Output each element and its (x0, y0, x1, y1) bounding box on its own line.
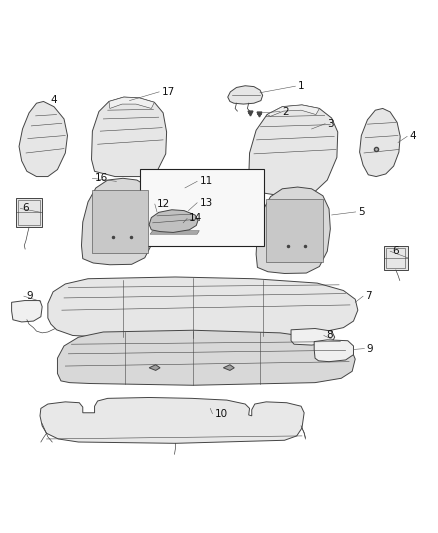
Text: 16: 16 (95, 173, 108, 183)
Polygon shape (267, 105, 319, 116)
Text: 8: 8 (326, 330, 332, 341)
Text: 12: 12 (157, 199, 170, 209)
Polygon shape (57, 330, 355, 385)
Polygon shape (40, 398, 304, 443)
Polygon shape (19, 101, 67, 176)
Text: 4: 4 (51, 95, 57, 104)
Polygon shape (92, 97, 166, 176)
Polygon shape (16, 198, 42, 227)
Polygon shape (109, 97, 154, 108)
Bar (140, 169, 264, 246)
Text: 11: 11 (199, 176, 212, 187)
Polygon shape (314, 340, 353, 362)
Polygon shape (360, 108, 400, 176)
Polygon shape (228, 86, 263, 104)
Polygon shape (256, 187, 330, 273)
Text: 7: 7 (365, 291, 372, 301)
Text: 10: 10 (215, 409, 228, 418)
Polygon shape (149, 365, 160, 370)
Polygon shape (81, 179, 155, 265)
Text: 3: 3 (327, 119, 334, 129)
Text: 14: 14 (189, 214, 202, 223)
Polygon shape (249, 105, 338, 198)
Polygon shape (150, 231, 199, 234)
Text: 17: 17 (161, 87, 175, 97)
Text: 6: 6 (22, 204, 29, 213)
Text: 9: 9 (367, 344, 373, 353)
Polygon shape (149, 210, 198, 232)
Text: 5: 5 (358, 207, 364, 217)
Text: 9: 9 (26, 291, 33, 301)
Text: 1: 1 (297, 81, 304, 91)
Bar (266, 199, 323, 262)
Bar (92, 190, 148, 253)
Polygon shape (384, 246, 408, 270)
Polygon shape (291, 328, 335, 345)
Text: 13: 13 (199, 198, 212, 208)
Text: 6: 6 (392, 246, 399, 256)
Text: 4: 4 (410, 132, 416, 141)
Text: 2: 2 (283, 107, 289, 117)
Polygon shape (223, 365, 234, 370)
Polygon shape (12, 301, 42, 322)
Polygon shape (48, 277, 358, 338)
